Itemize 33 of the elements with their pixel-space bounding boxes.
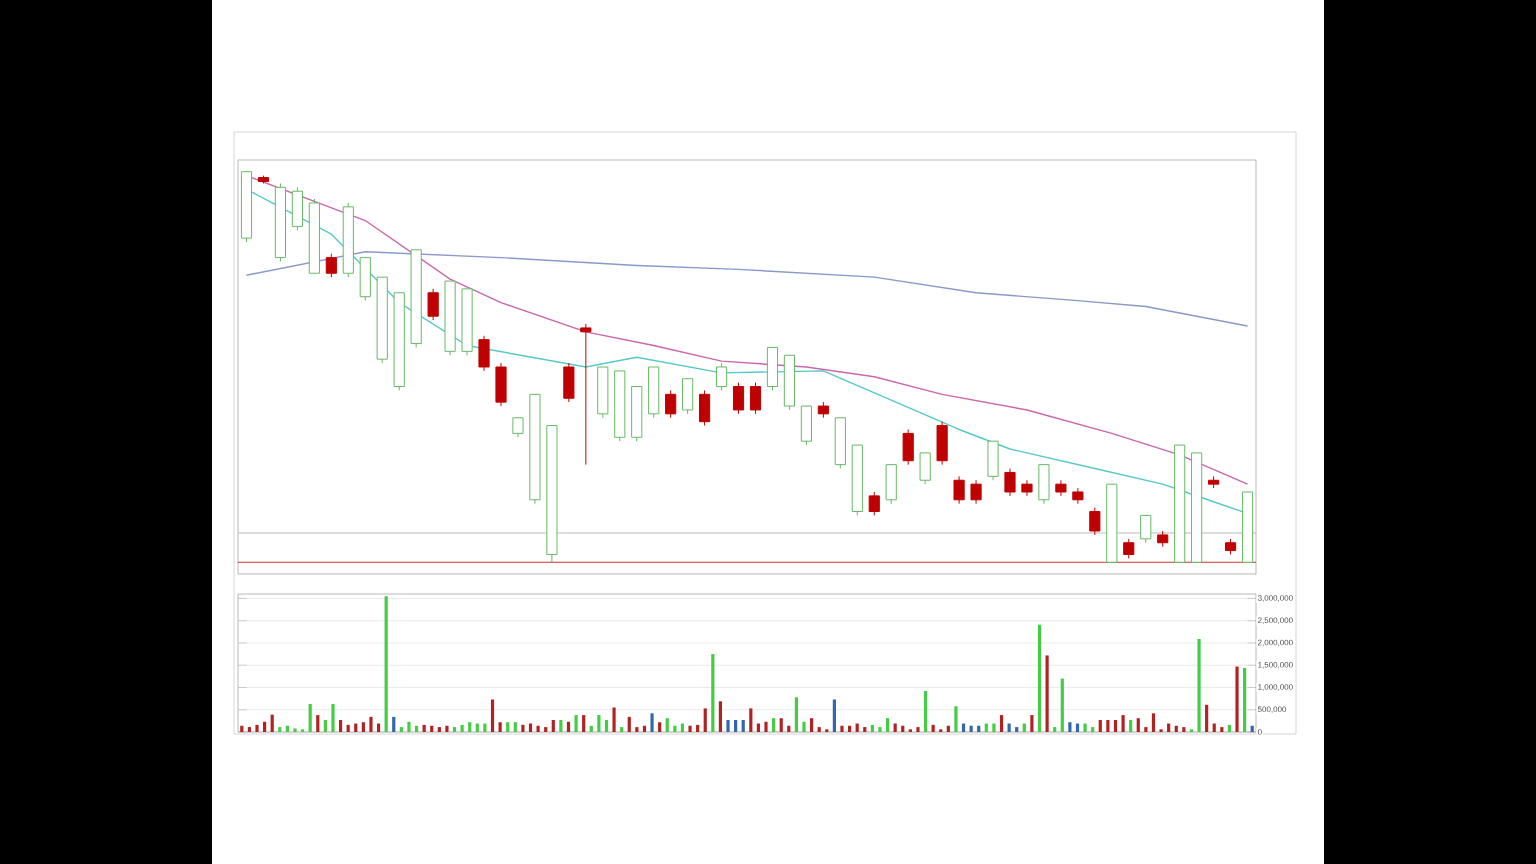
candlestick	[732, 382, 745, 415]
candlestick	[1089, 507, 1101, 536]
candlestick	[902, 428, 914, 466]
candlestick	[970, 479, 982, 505]
candlestick	[868, 491, 880, 516]
candlestick	[512, 417, 524, 438]
candlestick	[919, 452, 931, 485]
candlestick	[597, 366, 609, 419]
candlestick	[291, 186, 303, 231]
candlestick	[580, 323, 592, 466]
candlestick	[834, 417, 846, 470]
candlestick	[1140, 514, 1152, 544]
candlestick	[359, 257, 371, 302]
candlestick	[699, 389, 711, 427]
candlestick	[715, 362, 728, 391]
candlestick	[953, 475, 965, 505]
candlestick	[1038, 464, 1050, 505]
candlestick	[1123, 538, 1135, 559]
candlestick	[1004, 468, 1016, 497]
candlestick	[478, 335, 490, 372]
candlestick	[427, 288, 439, 321]
candlestick	[987, 440, 999, 481]
candlestick	[665, 389, 677, 419]
candlestick	[885, 464, 897, 505]
candlestick	[495, 362, 507, 407]
candlestick	[766, 346, 779, 391]
candlestick	[800, 405, 812, 446]
candlestick	[563, 362, 575, 403]
candlestick	[682, 378, 694, 415]
candlestick	[325, 253, 337, 278]
candlestick	[749, 382, 762, 415]
candlestick	[936, 421, 948, 466]
candlestick	[648, 366, 660, 419]
